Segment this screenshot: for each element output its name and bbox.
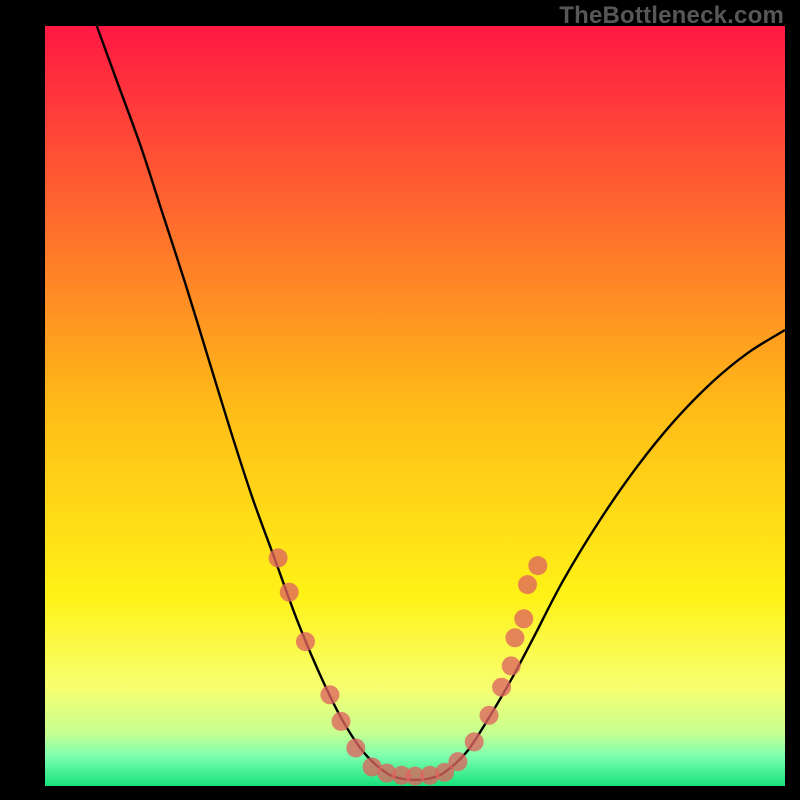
watermark-text: TheBottleneck.com (559, 2, 784, 30)
scatter-marker (448, 752, 467, 771)
scatter-marker (296, 632, 315, 651)
scatter-marker (514, 609, 533, 628)
scatter-marker (332, 712, 351, 731)
scatter-marker (280, 583, 299, 602)
bottleneck-curve (97, 26, 785, 780)
scatter-marker (320, 685, 339, 704)
scatter-marker (492, 678, 511, 697)
scatter-marker (465, 732, 484, 751)
scatter-marker (505, 628, 524, 647)
scatter-marker (528, 556, 547, 575)
scatter-marker (518, 575, 537, 594)
scatter-markers (269, 549, 548, 786)
scatter-marker (480, 706, 499, 725)
plot-svg (45, 26, 785, 786)
scatter-marker (269, 549, 288, 568)
scatter-marker (502, 656, 521, 675)
plot-area (45, 26, 785, 786)
chart-root: TheBottleneck.com (0, 0, 800, 800)
scatter-marker (346, 739, 365, 758)
